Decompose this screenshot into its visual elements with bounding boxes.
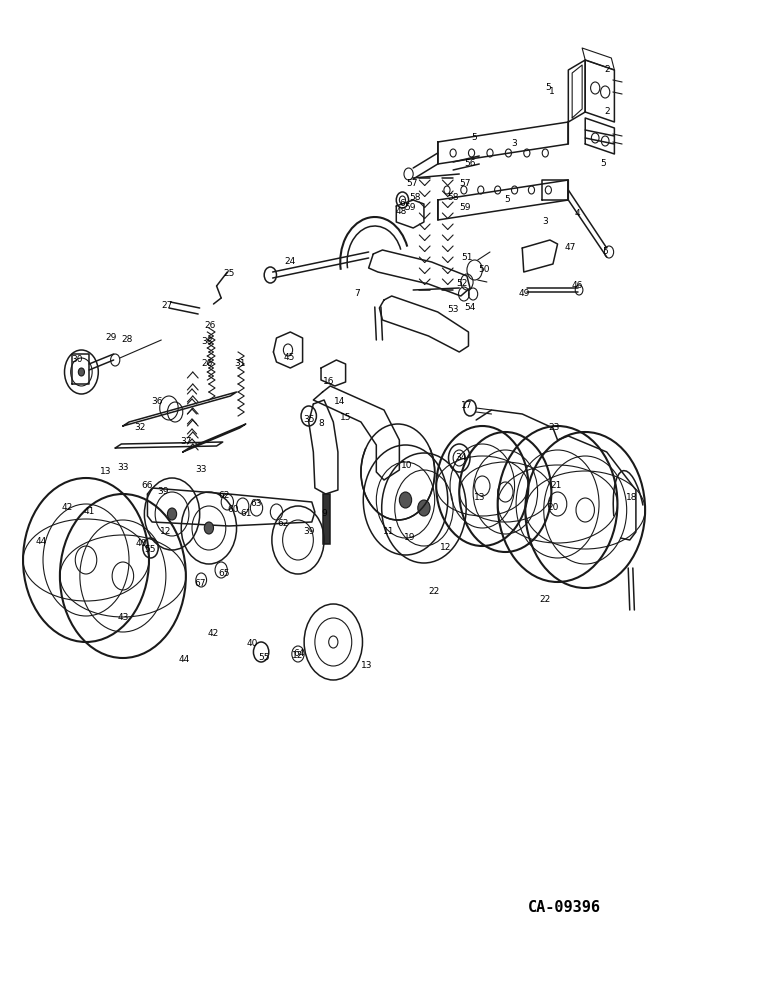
Text: 39: 39: [303, 528, 314, 536]
Text: 13: 13: [474, 493, 485, 502]
Text: 54: 54: [465, 304, 475, 312]
Text: 21: 21: [551, 482, 561, 490]
Text: 53: 53: [448, 306, 458, 314]
Text: 35: 35: [303, 416, 314, 424]
Text: 22: 22: [540, 595, 551, 604]
Text: 47: 47: [564, 243, 575, 252]
Text: 2: 2: [604, 66, 610, 75]
Text: 44: 44: [179, 656, 190, 664]
Text: 5: 5: [545, 84, 551, 93]
Text: 15: 15: [340, 414, 351, 422]
Text: 22: 22: [429, 587, 439, 596]
Text: 23: 23: [549, 424, 560, 432]
Text: 5: 5: [472, 133, 478, 142]
Text: 61: 61: [240, 510, 251, 518]
Text: 4: 4: [574, 210, 581, 219]
Text: 20: 20: [548, 504, 558, 512]
Text: 32: 32: [134, 424, 145, 432]
Text: 62: 62: [219, 491, 230, 500]
Text: 26: 26: [205, 322, 216, 330]
Text: 46: 46: [572, 282, 583, 290]
Text: 5: 5: [601, 159, 607, 168]
Circle shape: [399, 492, 412, 508]
Text: 64: 64: [294, 650, 305, 658]
Text: 42: 42: [62, 504, 73, 512]
Text: 41: 41: [84, 508, 94, 516]
Text: 7: 7: [354, 290, 360, 298]
Text: 52: 52: [457, 279, 468, 288]
Text: 60: 60: [228, 506, 239, 514]
Text: 19: 19: [405, 534, 415, 542]
Text: 58: 58: [448, 194, 458, 202]
Text: 13: 13: [101, 468, 111, 477]
Text: 40: 40: [247, 640, 257, 648]
Text: 33: 33: [118, 464, 128, 473]
Text: 65: 65: [219, 570, 230, 578]
Text: 56: 56: [465, 159, 475, 168]
Text: 26: 26: [202, 360, 213, 368]
Text: 10: 10: [402, 462, 412, 471]
Text: 17: 17: [462, 401, 472, 410]
Circle shape: [204, 522, 214, 534]
Polygon shape: [323, 494, 330, 544]
Text: 29: 29: [105, 334, 116, 342]
Circle shape: [167, 508, 177, 520]
Text: 31: 31: [234, 360, 245, 368]
Text: 13: 13: [362, 662, 372, 670]
Text: 16: 16: [323, 377, 334, 386]
Text: 59: 59: [460, 202, 471, 212]
Text: 59: 59: [405, 202, 415, 212]
Text: 27: 27: [162, 302, 173, 310]
Text: 12: 12: [293, 652, 303, 660]
Text: 18: 18: [626, 493, 637, 502]
Text: 12: 12: [440, 544, 451, 552]
Text: 34: 34: [455, 454, 466, 462]
Text: 57: 57: [406, 180, 417, 188]
Text: 40: 40: [136, 540, 147, 548]
Text: 6: 6: [399, 200, 406, 209]
Text: 45: 45: [283, 353, 294, 361]
Text: 28: 28: [122, 336, 133, 344]
Text: 24: 24: [285, 257, 296, 266]
Text: 5: 5: [602, 247, 608, 256]
Text: 14: 14: [334, 397, 345, 406]
Text: 67: 67: [194, 580, 205, 588]
Text: 9: 9: [321, 510, 327, 518]
Circle shape: [418, 500, 430, 516]
Text: 63: 63: [251, 499, 262, 508]
Text: 55: 55: [259, 654, 270, 662]
Text: 62: 62: [277, 520, 288, 528]
Text: 66: 66: [142, 482, 153, 490]
Text: 57: 57: [460, 180, 471, 188]
Circle shape: [78, 368, 84, 376]
Text: 8: 8: [318, 418, 324, 428]
Text: 36: 36: [151, 397, 162, 406]
Text: 51: 51: [462, 253, 472, 262]
Text: 33: 33: [196, 466, 207, 475]
Text: 5: 5: [504, 196, 510, 205]
Text: 58: 58: [409, 194, 420, 202]
Text: CA-09396: CA-09396: [528, 900, 601, 916]
Text: 43: 43: [118, 613, 128, 622]
Text: 25: 25: [223, 269, 234, 278]
Text: 1: 1: [548, 88, 554, 97]
Text: 50: 50: [478, 265, 489, 274]
Text: 39: 39: [157, 488, 168, 496]
Text: 49: 49: [518, 290, 529, 298]
Text: 37: 37: [180, 438, 191, 446]
Text: 3: 3: [511, 139, 518, 148]
Text: 3: 3: [542, 218, 548, 227]
Text: 30: 30: [71, 356, 82, 364]
Text: 38: 38: [202, 338, 213, 347]
Text: 11: 11: [383, 528, 394, 536]
Text: 48: 48: [396, 208, 406, 217]
Text: 55: 55: [145, 546, 156, 554]
Text: 2: 2: [604, 107, 610, 116]
Text: 12: 12: [161, 528, 171, 536]
Text: 44: 44: [36, 538, 47, 546]
Text: 42: 42: [208, 630, 219, 639]
